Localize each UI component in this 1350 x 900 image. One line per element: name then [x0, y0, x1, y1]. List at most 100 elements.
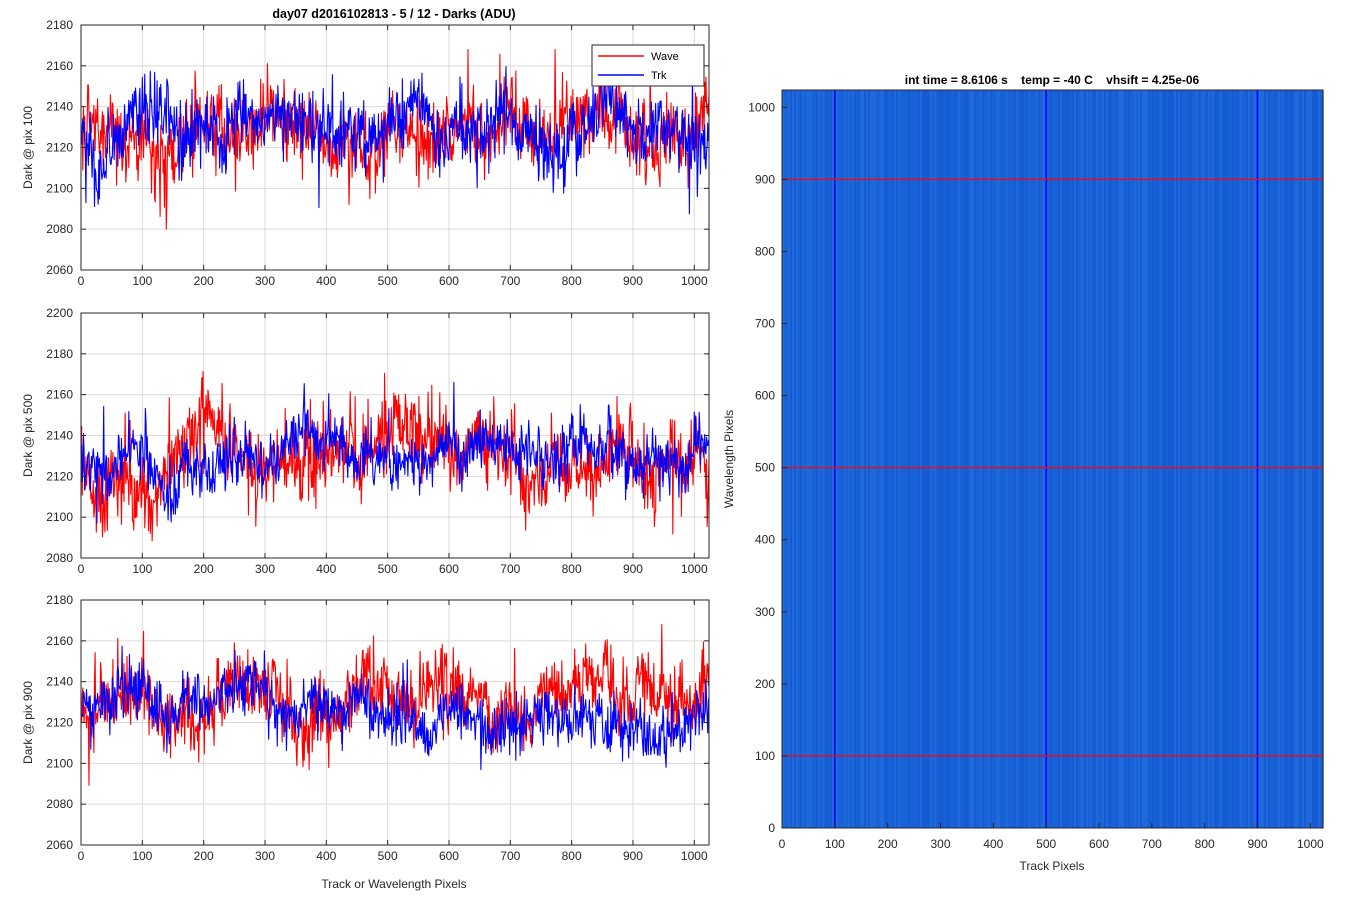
image-column [828, 90, 830, 828]
image-column [1144, 90, 1146, 828]
image-column [1054, 90, 1056, 828]
image-column [936, 90, 938, 828]
y-tick-label: 2140 [46, 675, 73, 689]
image-column [996, 90, 998, 828]
image-column [1150, 90, 1152, 828]
image-x-tick-label: 0 [779, 837, 786, 851]
image-y-tick-label: 700 [755, 317, 775, 331]
image-column [1190, 90, 1192, 828]
image-column [1050, 90, 1052, 828]
image-column [1026, 90, 1028, 828]
image-column [888, 90, 890, 828]
y-tick-label: 2100 [46, 756, 73, 770]
image-column [978, 90, 980, 828]
y-tick-label: 2180 [46, 347, 73, 361]
x-tick-label: 500 [378, 849, 398, 863]
dark-image-panel: 0 100 200 300 400 500 600 700 800 900 1000 0 100 200 3… [748, 89, 1324, 851]
image-column [1072, 90, 1074, 828]
x-tick-label: 200 [194, 849, 214, 863]
image-column [1146, 90, 1148, 828]
image-column [1120, 90, 1122, 828]
image-column [1240, 90, 1242, 828]
image-column [1168, 90, 1170, 828]
image-x-tick-label: 400 [983, 837, 1003, 851]
x-tick-label: 400 [316, 849, 336, 863]
image-column [992, 90, 994, 828]
image-column [1290, 90, 1292, 828]
image-column [862, 90, 864, 828]
image-column [940, 90, 942, 828]
y-tick-label: 2140 [46, 100, 73, 114]
image-background [782, 90, 1323, 828]
image-column [1106, 90, 1108, 828]
image-column [1088, 90, 1090, 828]
image-column [854, 90, 856, 828]
image-column [1248, 90, 1250, 828]
x-tick-label: 800 [562, 562, 582, 576]
image-column [1294, 90, 1296, 828]
image-column [1014, 90, 1016, 828]
image-column [1186, 90, 1188, 828]
y-tick-label: 2120 [46, 469, 73, 483]
image-column [796, 90, 798, 828]
legend-trk-label: Trk [651, 70, 667, 82]
image-column [826, 90, 828, 828]
image-column [798, 90, 800, 828]
image-column [1122, 90, 1124, 828]
image-column [1182, 90, 1184, 828]
image-xlabel: Track Pixels [1020, 859, 1085, 873]
image-column [880, 90, 882, 828]
legend-wave-label: Wave [651, 51, 679, 63]
y-tick-label: 2080 [46, 797, 73, 811]
image-column [1172, 90, 1174, 828]
image-column [962, 90, 964, 828]
image-column [1268, 90, 1270, 828]
image-x-tick-label: 500 [1036, 837, 1056, 851]
image-column [852, 90, 854, 828]
x-tick-label: 1000 [681, 849, 708, 863]
x-tick-label: 0 [78, 562, 85, 576]
image-column [1078, 90, 1080, 828]
image-column [1204, 90, 1206, 828]
x-tick-label: 100 [132, 274, 152, 288]
image-column [1090, 90, 1092, 828]
image-column [1068, 90, 1070, 828]
image-column [1286, 90, 1288, 828]
image-column [1212, 90, 1214, 828]
image-column [1094, 90, 1096, 828]
y-axis-label: Dark @ pix 900 [21, 681, 35, 764]
image-column [1060, 90, 1062, 828]
image-column [920, 90, 922, 828]
image-column [1320, 90, 1322, 828]
image-column [890, 90, 892, 828]
image-column [926, 90, 928, 828]
image-column [1174, 90, 1176, 828]
x-tick-label: 200 [194, 274, 214, 288]
image-column [830, 90, 832, 828]
x-tick-label: 600 [439, 274, 459, 288]
image-column [956, 90, 958, 828]
x-tick-label: 1000 [681, 274, 708, 288]
image-column [804, 90, 806, 828]
image-column [904, 90, 906, 828]
image-column [1176, 90, 1178, 828]
image-column [1080, 90, 1082, 828]
image-column [1308, 90, 1310, 828]
image-column [1300, 90, 1302, 828]
image-column [794, 90, 796, 828]
x-tick-label: 100 [132, 562, 152, 576]
image-column [912, 90, 914, 828]
image-column [1138, 90, 1140, 828]
image-column [860, 90, 862, 828]
image-column [1226, 90, 1228, 828]
image-column [1196, 90, 1198, 828]
image-column [988, 90, 990, 828]
image-column [984, 90, 986, 828]
x-tick-label: 200 [194, 562, 214, 576]
image-column [1038, 90, 1040, 828]
image-column [1302, 90, 1304, 828]
image-column [1028, 90, 1030, 828]
image-column [1246, 90, 1248, 828]
image-y-tick-label: 0 [768, 821, 775, 835]
